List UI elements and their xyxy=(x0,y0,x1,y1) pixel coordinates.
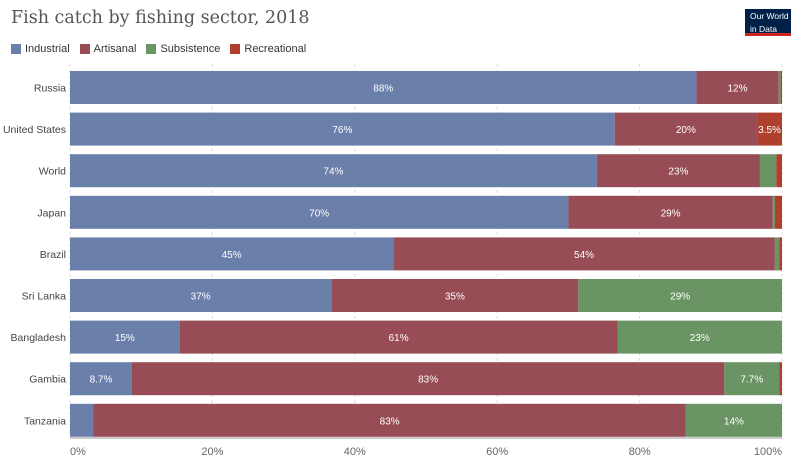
x-tick-label: 80% xyxy=(629,446,651,458)
legend: Industrial Artisanal Subsistence Recreation… xyxy=(11,43,306,55)
category-label: Tanzania xyxy=(24,415,66,427)
bar-segment-industrial xyxy=(70,71,697,104)
bar-segment-subsistence xyxy=(772,195,775,229)
legend-item-recreational[interactable]: Recreational xyxy=(230,43,306,55)
data-label: 7.7% xyxy=(740,375,763,386)
data-label: 83% xyxy=(380,416,400,427)
data-label: 76% xyxy=(332,125,352,136)
bar-segment-recreational xyxy=(780,71,782,104)
bar-segment-industrial xyxy=(70,403,94,437)
bar-segment-industrial xyxy=(70,154,597,188)
chart-title: Fish catch by fishing sector, 2018 xyxy=(11,8,310,28)
data-label: 15% xyxy=(115,333,135,344)
data-label: 8.7% xyxy=(90,375,113,386)
category-label: Japan xyxy=(37,207,66,219)
bar-segment-recreational xyxy=(779,362,782,396)
bar-segment-industrial xyxy=(70,237,394,271)
category-label: United States xyxy=(3,124,66,136)
legend-swatch xyxy=(146,44,157,54)
bar-segment-artisanal xyxy=(131,362,725,396)
legend-swatch xyxy=(79,44,90,54)
bar-segment-industrial xyxy=(70,195,569,229)
data-label: 83% xyxy=(418,375,438,386)
data-label: 37% xyxy=(191,292,211,303)
category-label: World xyxy=(39,166,66,178)
legend-item-artisanal[interactable]: Artisanal xyxy=(79,43,137,55)
bar-segment-recreational xyxy=(776,154,782,188)
logo-line-1: Our World xyxy=(750,11,789,21)
data-label: 14% xyxy=(724,416,744,427)
bar-segment-industrial xyxy=(70,362,132,396)
bar-segment-artisanal xyxy=(179,320,618,354)
bar-segment-subsistence xyxy=(774,237,780,271)
data-label: 74% xyxy=(323,167,343,178)
legend-label: Artisanal xyxy=(93,43,137,55)
data-label: 29% xyxy=(670,292,690,303)
x-tick-label: 100% xyxy=(754,446,782,458)
bar-segment-artisanal xyxy=(93,403,686,437)
bar-segment-artisanal xyxy=(331,279,579,312)
logo-line-2: in Data xyxy=(750,23,777,34)
x-tick-label: 0% xyxy=(70,446,86,458)
legend-swatch xyxy=(11,44,21,54)
data-label: 88% xyxy=(373,84,393,95)
bar-segment-subsistence xyxy=(724,362,780,396)
bar-segment-recreational xyxy=(774,195,782,229)
bar-segment-subsistence xyxy=(617,320,782,354)
bar-segment-artisanal xyxy=(568,195,773,229)
bar-segment-subsistence xyxy=(778,71,781,104)
bar-segment-artisanal xyxy=(596,154,760,188)
legend-label: Subsistence xyxy=(160,43,221,55)
category-label: Bangladesh xyxy=(11,332,67,344)
data-label: 3.5% xyxy=(758,125,781,136)
legend-label: Recreational xyxy=(244,43,307,55)
data-label: 61% xyxy=(389,333,409,344)
data-label: 54% xyxy=(574,250,594,261)
category-label: Sri Lanka xyxy=(22,291,67,303)
data-label: 45% xyxy=(222,250,242,261)
bar-segment-artisanal xyxy=(393,237,775,271)
x-tick-label: 20% xyxy=(201,446,223,458)
legend-item-subsistence[interactable]: Subsistence xyxy=(146,43,220,55)
bar-segment-industrial xyxy=(70,279,332,312)
data-label: 70% xyxy=(309,208,329,219)
legend-label: Industrial xyxy=(25,43,70,55)
data-label: 29% xyxy=(661,208,681,219)
bar-segment-artisanal xyxy=(696,71,779,104)
owid-logo[interactable]: Our World in Data xyxy=(745,9,791,36)
bar-segment-subsistence xyxy=(759,154,777,188)
bar-segment-industrial xyxy=(70,320,180,354)
bar-segment-recreational xyxy=(779,237,782,271)
data-label: 23% xyxy=(668,167,688,178)
data-label: 12% xyxy=(727,84,747,95)
bar-segment-subsistence xyxy=(685,403,782,437)
bar-segment-industrial xyxy=(70,112,615,146)
category-label: Gambia xyxy=(29,374,66,386)
category-label: Russia xyxy=(34,83,66,95)
bar-segment-subsistence xyxy=(578,279,782,312)
data-label: 20% xyxy=(676,125,696,136)
legend-swatch xyxy=(230,44,241,54)
data-label: 35% xyxy=(445,292,465,303)
data-label: 23% xyxy=(690,333,710,344)
x-tick-label: 60% xyxy=(486,446,508,458)
legend-item-industrial[interactable]: Industrial xyxy=(11,43,70,55)
bar-segment-artisanal xyxy=(614,112,758,146)
category-label: Brazil xyxy=(40,249,66,261)
x-tick-label: 40% xyxy=(344,446,366,458)
bar-segment-recreational xyxy=(757,112,782,146)
